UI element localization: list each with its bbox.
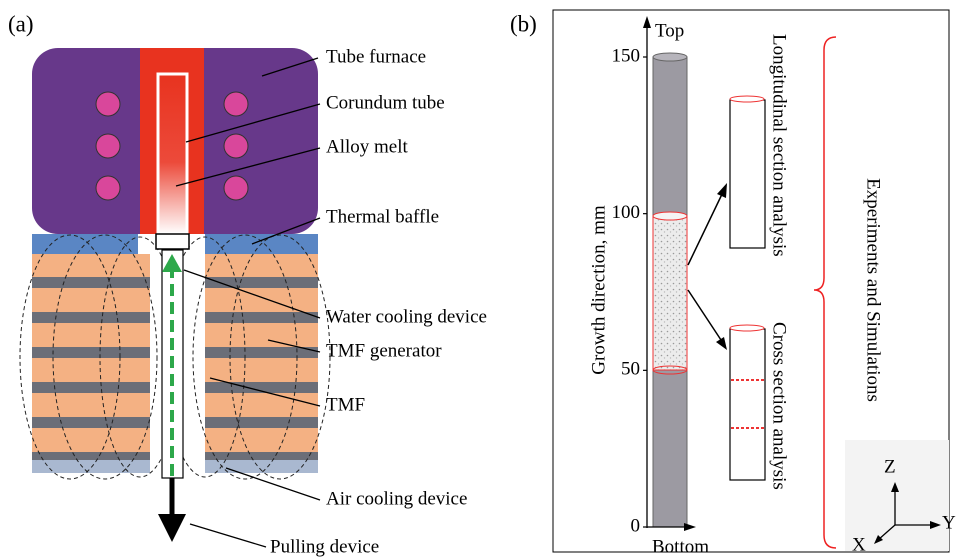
- arrowhead: [716, 337, 727, 350]
- longitudinal-sample: [730, 100, 765, 248]
- analysed-section: [653, 216, 687, 370]
- callout: Thermal baffle: [326, 206, 439, 227]
- coil-band: [205, 277, 318, 288]
- leader: [190, 524, 266, 547]
- callout: Tube furnace: [326, 46, 426, 67]
- coil-band: [205, 347, 318, 358]
- callout: Air cooling device: [326, 488, 467, 509]
- coil-band: [32, 417, 150, 428]
- figure: (a) Tube furnace Corundum tube: [0, 0, 957, 560]
- coil-band: [32, 312, 150, 323]
- tick-label: 0: [631, 515, 641, 536]
- rod-top: [653, 53, 687, 61]
- coil-band: [32, 382, 150, 393]
- axis-end-label: Bottom: [652, 536, 709, 557]
- heater: [96, 176, 120, 200]
- callout: Water cooling device: [326, 306, 487, 327]
- section-label: Longitudinal section analysis: [769, 34, 790, 257]
- panel-label: (b): [510, 11, 537, 36]
- panel-label: (a): [8, 11, 34, 36]
- arrowhead: [717, 183, 727, 198]
- triad-label: Z: [884, 456, 896, 477]
- tick-label: 100: [612, 202, 641, 223]
- tick-label: 150: [612, 45, 641, 66]
- callout: TMF generator: [326, 340, 442, 361]
- air-cooling: [32, 460, 150, 473]
- tick-label: 50: [621, 359, 640, 380]
- link-arrow: [688, 290, 723, 343]
- axis-arrowhead: [643, 16, 651, 28]
- coil-band: [205, 417, 318, 428]
- callout: TMF: [326, 394, 365, 415]
- link-arrow: [688, 190, 724, 265]
- brace: [814, 37, 836, 548]
- sample-top: [730, 325, 764, 331]
- coil-band: [32, 277, 150, 288]
- callout: Alloy melt: [326, 136, 409, 157]
- heater: [224, 176, 248, 200]
- axis-title: Growth direction, mm: [588, 205, 609, 375]
- sample-top: [730, 96, 764, 102]
- heater: [96, 92, 120, 116]
- coil-band: [205, 312, 318, 323]
- callout: Pulling device: [270, 536, 379, 557]
- section-label: Cross section analysis: [769, 322, 790, 490]
- thermal-baffle: [32, 234, 138, 254]
- section-top: [653, 212, 687, 220]
- triad-label: X: [852, 534, 866, 555]
- coil-band: [32, 347, 150, 358]
- alloy-melt: [158, 74, 187, 234]
- pull-arrowhead: [158, 514, 186, 542]
- axis-end-label: Top: [655, 20, 684, 41]
- heater: [96, 134, 120, 158]
- water-cooling: [156, 234, 189, 249]
- cross-sample: [730, 329, 765, 480]
- heater: [224, 92, 248, 116]
- callout: Corundum tube: [326, 92, 445, 113]
- group-label: Experiments and Simulations: [863, 178, 884, 402]
- heater: [224, 134, 248, 158]
- triad-label: Y: [942, 512, 956, 533]
- axis-arrowhead: [684, 523, 696, 531]
